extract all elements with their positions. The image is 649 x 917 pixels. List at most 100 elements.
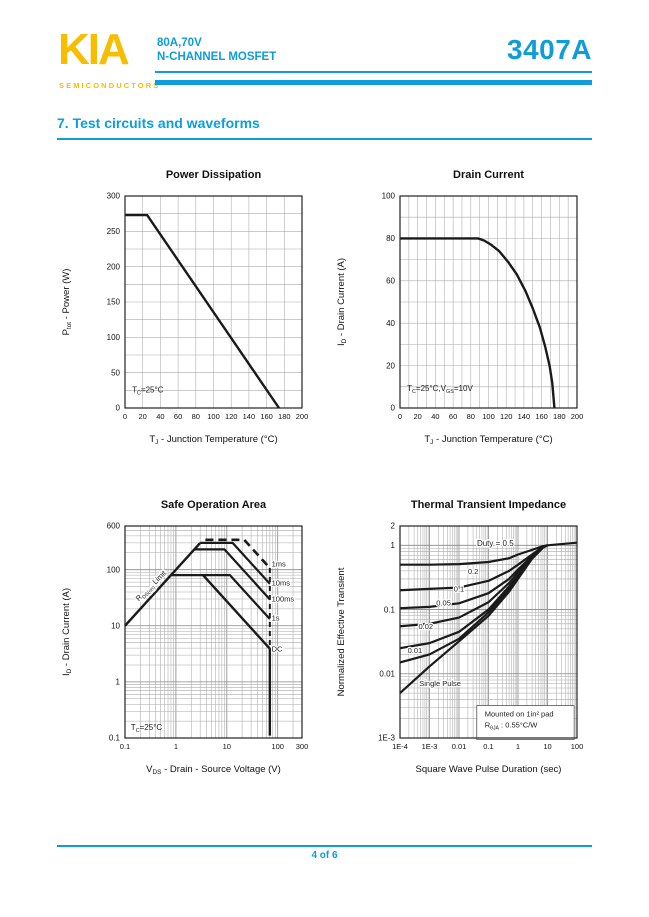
x-tick-label: 100 [571,742,584,751]
thermal-transient-impedance-chart: Thermal Transient Impedance Mounted on 1i… [330,490,620,800]
series-pulse-1s [170,574,271,620]
y-tick-label: 0.01 [379,669,395,678]
curve-label: 0.1 [454,585,464,594]
y-tick-label: 20 [386,361,395,370]
x-tick-label: 0 [398,412,402,421]
note-line: RθJA : 0.55°C/W [485,721,539,732]
curve-label: Single Pulse [419,679,461,688]
x-axis-label: VDS - Drain - Source Voltage (V) [146,764,281,776]
x-tick-label: 40 [156,412,164,421]
x-tick-label: 60 [449,412,457,421]
chart-title: Drain Current [453,169,524,181]
x-axis-label: Square Wave Pulse Duration (sec) [416,764,562,775]
x-tick-label: 1E-3 [422,742,438,751]
y-tick-label: 300 [107,192,121,201]
plot-border [124,525,303,739]
thermal-transient-impedance-svg: Thermal Transient Impedance Mounted on 1i… [336,499,584,775]
note-box [476,705,575,740]
curve-label: TC=25°C [132,385,164,396]
y-tick-label: 200 [107,262,121,271]
series-ptot-derating [125,213,280,409]
y-tick-label: 0 [391,404,396,413]
curve-label: 0.05 [436,599,451,608]
x-tick-label: 10 [223,742,231,751]
curve-label: 10ms [272,579,291,588]
x-tick-label: 60 [174,412,182,421]
x-tick-label: 40 [431,412,439,421]
gridlines [400,526,577,738]
series-pulse-10ms [200,541,271,585]
series-id-derating [400,237,556,409]
header-rule-thick [155,80,592,85]
y-tick-label: 0.1 [384,605,396,614]
y-axis-label: ID - Drain Current (A) [336,258,348,346]
series-dc [202,574,272,736]
part-type: N-CHANNEL MOSFET [157,51,277,64]
x-axis-label: TJ - Junction Temperature (°C) [424,434,552,446]
y-tick-label: 100 [107,333,121,342]
x-tick-label: 180 [553,412,566,421]
plot-border [399,195,578,409]
y-axis-label: Normalized Effective Transient [336,567,347,696]
kia-logo: KIA [58,25,130,74]
curve-label: TC=25°C,VGS=10V [407,384,473,395]
x-tick-label: 200 [296,412,309,421]
y-tick-label: 50 [111,368,120,377]
x-tick-label: 120 [500,412,513,421]
x-tick-label: 200 [571,412,584,421]
series-duty-0.05 [399,544,548,628]
x-tick-label: 120 [225,412,238,421]
plot-border [399,525,578,739]
series-duty-0.02 [399,544,548,650]
y-tick-label: 100 [382,192,396,201]
y-tick-label: 150 [107,298,121,307]
x-tick-label: 100 [482,412,495,421]
gridlines [125,526,302,738]
y-tick-label: 1 [116,678,121,687]
x-tick-label: 1E-4 [392,742,408,751]
footer-rule [57,845,592,847]
x-tick-label: 180 [278,412,291,421]
y-tick-label: 100 [107,565,121,574]
y-tick-label: 1 [391,541,396,550]
x-tick-label: 160 [535,412,548,421]
x-tick-label: 300 [296,742,309,751]
y-tick-label: 600 [107,522,121,531]
y-tick-label: 80 [386,234,395,243]
curve-label: Duty = 0.5 [477,539,514,548]
curve-label: DC [272,644,283,653]
x-tick-label: 80 [467,412,475,421]
x-tick-label: 0.01 [452,742,467,751]
y-tick-label: 0 [116,404,121,413]
curve-label: 1s [272,613,280,622]
section-title: Test circuits and waveforms [68,115,260,131]
section-heading: 7. Test circuits and waveforms [57,115,260,131]
x-tick-label: 0 [123,412,127,421]
x-tick-label: 20 [139,412,147,421]
y-axis-label: Ptot - Power (W) [61,269,73,336]
y-tick-label: 250 [107,227,121,236]
x-tick-label: 160 [260,412,273,421]
curve-label: 0.01 [408,646,423,655]
x-tick-label: 1 [174,742,178,751]
curve-label: 0.02 [419,622,434,631]
section-number: 7. [57,115,69,131]
curve-label: 1ms [272,559,286,568]
curve-label: 100ms [272,595,295,604]
chart-title: Power Dissipation [166,169,262,181]
y-tick-label: 40 [386,319,395,328]
series-single-pulse [399,544,548,694]
y-tick-label: 60 [386,277,395,286]
x-tick-label: 0.1 [120,742,130,751]
part-number: 3407A [506,34,592,65]
x-tick-label: 80 [192,412,200,421]
y-tick-label: 1E-3 [378,734,395,743]
drain-current-chart: Drain Current TC=25°C,VGS=10V 0 20 40 60 80 100… [330,160,620,470]
page-number: 4 of 6 [311,850,338,861]
gridlines [124,195,303,409]
x-tick-label: 10 [543,742,551,751]
safe-operation-area-chart: Safe Operation Area 1ms 10ms 100ms 1s DC RDS(o… [55,490,345,800]
safe-operation-area-svg: Safe Operation Area1ms10ms100ms1sDCRDS(o… [61,499,309,776]
part-rating: 80A,70V [157,37,202,49]
